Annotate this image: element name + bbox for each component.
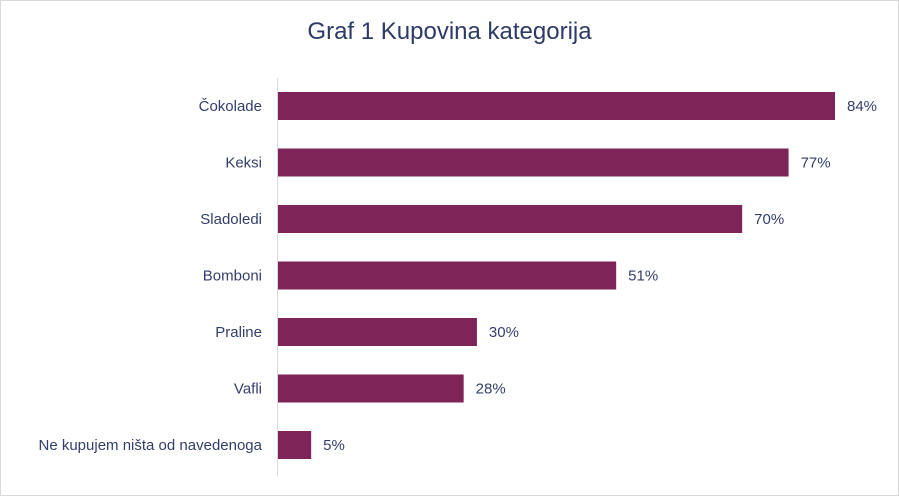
value-label: 84%: [847, 98, 877, 115]
category-label: Praline: [215, 324, 262, 341]
value-label: 30%: [489, 324, 519, 341]
value-label: 77%: [801, 155, 831, 172]
value-label: 70%: [754, 211, 784, 228]
bar-3: [278, 261, 617, 290]
chart-title: Graf 1 Kupovina kategorija: [307, 18, 592, 45]
bar-2: [278, 205, 743, 233]
category-label: Čokolade: [199, 98, 262, 115]
value-label: 5%: [323, 437, 345, 454]
category-label: Sladoledi: [200, 211, 262, 228]
bar-1: [278, 148, 789, 177]
category-label: Keksi: [225, 155, 262, 172]
value-label: 28%: [476, 381, 506, 398]
bar-5: [278, 374, 464, 403]
value-label: 51%: [628, 268, 658, 285]
bar-4: [278, 318, 477, 346]
bar-0: [278, 92, 835, 120]
bar-6: [278, 431, 312, 459]
category-label: Ne kupujem ništa od navedenoga: [39, 437, 263, 454]
category-label: Vafli: [234, 381, 262, 398]
category-label: Bomboni: [203, 268, 262, 285]
